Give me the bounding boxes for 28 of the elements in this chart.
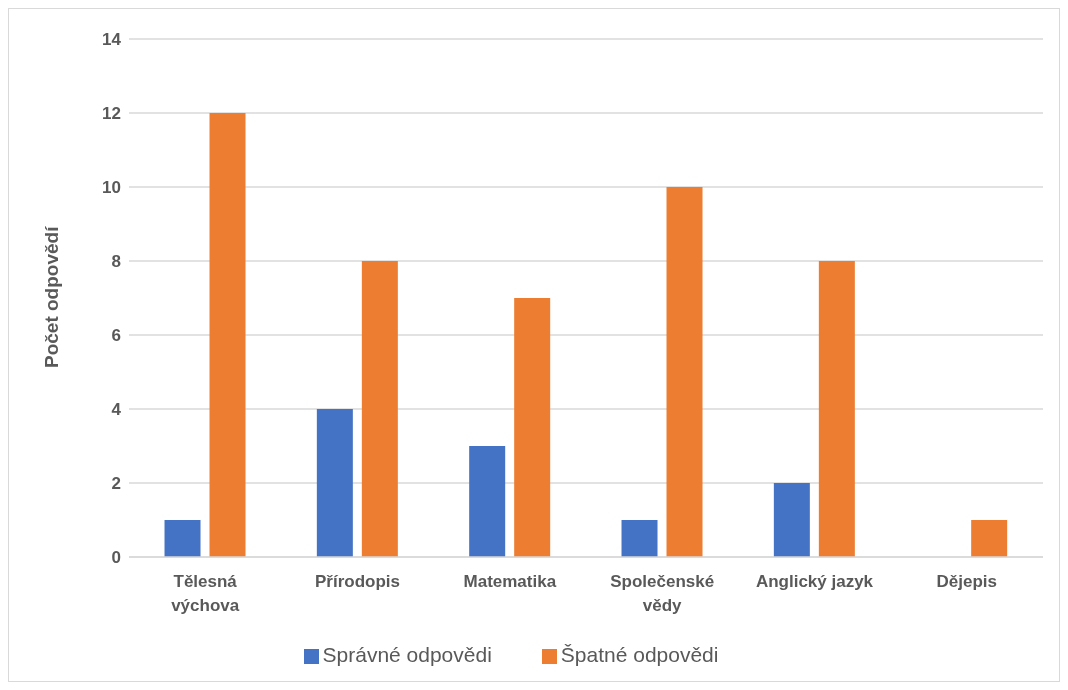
bar: [164, 520, 201, 557]
legend-label: Špatné odpovědi: [560, 643, 719, 666]
y-tick-label: 2: [111, 474, 121, 494]
bar: [666, 187, 703, 557]
x-tick-label: Anglický jazyk: [755, 572, 874, 591]
y-tick-label: 8: [111, 252, 121, 272]
bar: [621, 520, 658, 557]
y-tick-label: 6: [111, 326, 121, 346]
bar: [971, 520, 1008, 557]
y-tick-label: 14: [102, 30, 122, 50]
y-tick-label: 0: [111, 548, 121, 568]
bar: [773, 483, 810, 557]
bar: [469, 446, 506, 557]
x-tick-label: Tělesná výchova: [171, 572, 240, 615]
bar: [361, 261, 398, 557]
y-axis-title: Počet odpovědí: [40, 225, 62, 368]
x-tick-label: Přírodopis: [314, 572, 401, 591]
bar: [316, 409, 353, 557]
legend-label: Správné odpovědi: [322, 643, 492, 666]
bar: [514, 298, 551, 557]
x-tick-label: Dějepis: [936, 572, 998, 591]
y-tick-label: 12: [102, 104, 121, 124]
x-tick-label: Matematika: [463, 572, 557, 591]
y-tick-label: 10: [102, 178, 121, 198]
x-tick-label: Společenské vědy: [610, 572, 715, 615]
bar: [209, 113, 246, 557]
bar: [818, 261, 855, 557]
y-tick-label: 4: [111, 400, 122, 420]
